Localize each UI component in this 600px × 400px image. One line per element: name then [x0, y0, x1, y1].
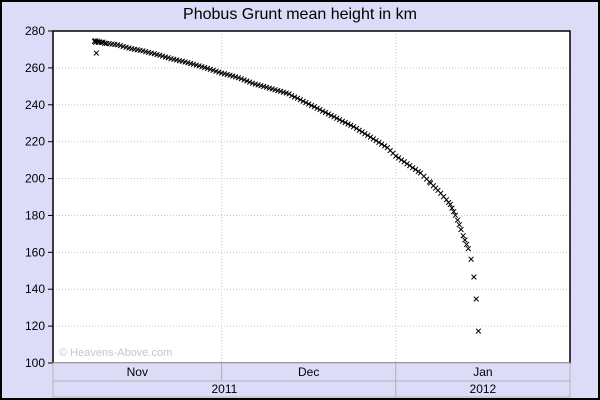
data-point-marker — [458, 226, 464, 233]
data-point-marker — [447, 201, 454, 208]
chart-title: Phobus Grunt mean height in km — [183, 6, 417, 23]
year-label: 2011 — [211, 382, 237, 396]
data-point-marker — [378, 141, 385, 147]
data-point-marker — [449, 205, 455, 211]
data-point-marker — [362, 130, 368, 137]
y-tick-label: 240 — [25, 98, 45, 112]
month-label: Nov — [127, 365, 148, 379]
data-point-marker — [314, 105, 320, 112]
data-point-marker — [297, 97, 304, 103]
data-point-marker — [308, 102, 315, 109]
plot-area — [53, 31, 570, 363]
data-point-marker — [404, 161, 410, 167]
data-point-marker — [319, 108, 326, 114]
data-point-marker — [468, 256, 474, 262]
y-tick-label: 160 — [25, 245, 45, 259]
data-point-marker — [334, 115, 340, 121]
y-tick-label: 120 — [25, 319, 45, 333]
data-point-marker — [286, 91, 292, 97]
data-point-marker — [409, 164, 416, 171]
y-tick-label: 180 — [25, 208, 45, 222]
data-point-marker — [300, 98, 306, 105]
data-point-marker — [393, 153, 399, 159]
data-point-marker — [460, 232, 466, 239]
data-point-marker — [465, 245, 472, 252]
data-point-marker — [331, 114, 337, 120]
data-point-marker — [342, 119, 348, 126]
data-point-marker — [101, 40, 108, 46]
data-point-marker — [463, 241, 470, 248]
month-label: Dec — [298, 365, 319, 379]
data-point-marker — [367, 134, 374, 140]
data-point-marker — [370, 136, 377, 142]
data-point-marker — [235, 74, 242, 81]
data-point-marker — [289, 92, 295, 99]
data-point-marker — [471, 274, 477, 280]
data-point-marker — [456, 221, 463, 228]
y-tick-label: 100 — [25, 356, 45, 370]
data-point-marker — [350, 123, 357, 130]
data-point-marker — [356, 127, 363, 133]
data-point-marker — [475, 328, 482, 334]
data-point-marker — [322, 109, 329, 116]
data-point-marker — [348, 122, 354, 129]
data-point-marker — [345, 121, 351, 127]
data-point-marker — [373, 137, 379, 144]
data-point-marker — [291, 94, 298, 100]
data-point-marker — [364, 132, 371, 139]
data-point-marker — [328, 112, 334, 119]
data-point-marker — [395, 155, 402, 161]
data-point-marker — [407, 162, 413, 169]
data-point-marker — [325, 111, 332, 117]
y-tick-label: 140 — [25, 282, 45, 296]
data-point-marker — [398, 157, 405, 163]
y-tick-label: 220 — [25, 135, 45, 149]
year-label: 2012 — [470, 382, 497, 396]
data-point-marker — [339, 118, 346, 124]
data-point-marker — [303, 99, 309, 106]
data-point-marker — [317, 106, 323, 113]
data-point-marker — [93, 50, 100, 56]
data-point-marker — [454, 217, 461, 223]
data-point-marker — [376, 139, 382, 146]
y-tick-label: 280 — [25, 24, 45, 38]
data-point-marker — [353, 125, 360, 132]
watermark-credit: © Heavens-Above.com — [59, 347, 173, 359]
data-point-marker — [359, 129, 365, 135]
data-point-marker — [294, 95, 301, 102]
data-point-marker — [473, 296, 479, 302]
data-point-marker — [412, 166, 419, 173]
data-point-marker — [462, 237, 468, 243]
data-point-marker — [336, 116, 343, 123]
data-point-marker — [381, 143, 388, 149]
data-point-marker — [450, 208, 457, 215]
data-point-marker — [305, 101, 312, 107]
data-point-marker — [401, 159, 407, 165]
y-tick-label: 260 — [25, 61, 45, 75]
y-tick-label: 200 — [25, 172, 45, 186]
year-band-cell — [395, 380, 571, 398]
month-label: Jan — [473, 365, 492, 379]
data-point-marker — [452, 212, 459, 219]
data-point-marker — [311, 104, 318, 110]
